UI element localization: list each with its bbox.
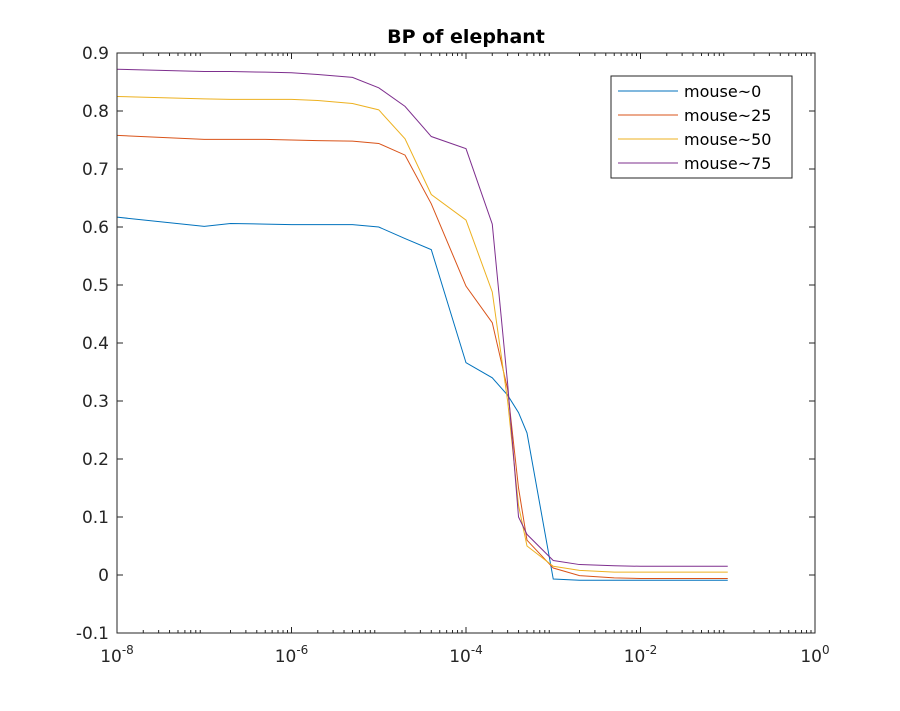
legend-box xyxy=(610,75,793,179)
y-tick-label: 0.6 xyxy=(82,218,109,238)
x-tick-label: 10-6 xyxy=(275,643,309,667)
legend-label-1: mouse~25 xyxy=(684,106,771,125)
y-tick-label: 0 xyxy=(98,566,109,586)
series-line-3 xyxy=(116,68,728,567)
y-tick-label: 0.8 xyxy=(82,102,109,122)
series-line-2 xyxy=(116,96,728,573)
legend: mouse~0 mouse~25 mouse~50 mouse~75 xyxy=(610,75,793,179)
x-tick-label: 10-4 xyxy=(449,643,483,667)
y-tick-label: 0.7 xyxy=(82,160,109,180)
legend-label-3: mouse~75 xyxy=(684,154,771,173)
legend-label-2: mouse~50 xyxy=(684,130,771,149)
series-layer xyxy=(116,68,728,581)
x-tick-label: 100 xyxy=(800,643,829,667)
x-tick-label: 10-2 xyxy=(624,643,658,667)
y-tick-label: 0.2 xyxy=(82,450,109,470)
y-tick-label: 0.3 xyxy=(82,392,109,412)
y-tick-label: 0.9 xyxy=(82,44,109,64)
chart-title: BP of elephant xyxy=(387,26,545,48)
legend-label-0: mouse~0 xyxy=(684,82,761,101)
y-tick-label: 0.5 xyxy=(82,276,109,296)
series-line-1 xyxy=(116,134,728,579)
axes-layer: -0.1 0 0.1 0.2 0.3 0.4 0.5 0.6 0.7 0.8 0.9 10-8 10-6… xyxy=(76,44,830,667)
series-line-0 xyxy=(116,216,728,581)
y-tick-label: 0.4 xyxy=(82,334,109,354)
y-tick-label: -0.1 xyxy=(76,624,109,644)
y-tick-label: 0.1 xyxy=(82,508,109,528)
x-tick-label: 10-8 xyxy=(100,643,134,667)
